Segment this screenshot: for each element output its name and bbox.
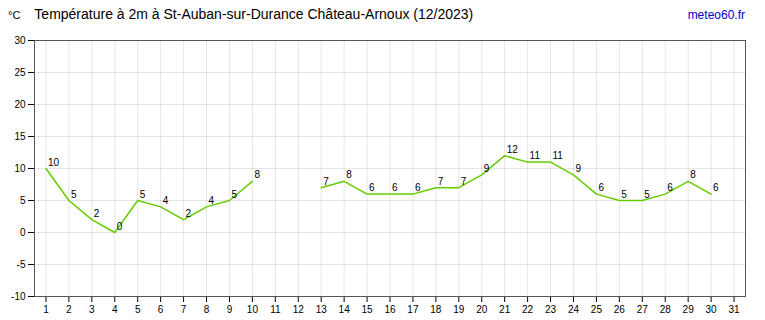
svg-text:6: 6 bbox=[415, 182, 421, 193]
svg-text:20: 20 bbox=[14, 99, 26, 110]
svg-text:30: 30 bbox=[706, 304, 718, 315]
svg-text:-10: -10 bbox=[11, 291, 26, 302]
svg-text:14: 14 bbox=[339, 304, 351, 315]
svg-text:2: 2 bbox=[94, 208, 100, 219]
svg-text:25: 25 bbox=[14, 67, 26, 78]
svg-text:21: 21 bbox=[499, 304, 511, 315]
svg-text:10: 10 bbox=[247, 304, 259, 315]
html-text:°C: °C bbox=[8, 9, 21, 21]
svg-text:10: 10 bbox=[14, 163, 26, 174]
svg-text:18: 18 bbox=[430, 304, 442, 315]
svg-text:4: 4 bbox=[163, 195, 169, 206]
svg-text:28: 28 bbox=[660, 304, 672, 315]
svg-text:12: 12 bbox=[507, 144, 519, 155]
svg-text:5: 5 bbox=[621, 189, 627, 200]
svg-text:29: 29 bbox=[683, 304, 695, 315]
svg-text:0: 0 bbox=[20, 227, 26, 238]
svg-text:27: 27 bbox=[637, 304, 649, 315]
svg-text:6: 6 bbox=[158, 304, 164, 315]
svg-text:7: 7 bbox=[461, 176, 467, 187]
svg-text:4: 4 bbox=[209, 195, 215, 206]
svg-text:4: 4 bbox=[112, 304, 118, 315]
svg-text:15: 15 bbox=[362, 304, 374, 315]
svg-text:1: 1 bbox=[43, 304, 49, 315]
svg-text:-5: -5 bbox=[17, 259, 26, 270]
svg-text:5: 5 bbox=[135, 304, 141, 315]
svg-text:2: 2 bbox=[186, 208, 192, 219]
svg-text:7: 7 bbox=[323, 176, 329, 187]
svg-text:13: 13 bbox=[316, 304, 328, 315]
svg-text:11: 11 bbox=[553, 150, 564, 161]
svg-text:6: 6 bbox=[392, 182, 398, 193]
svg-text:7: 7 bbox=[181, 304, 187, 315]
svg-text:17: 17 bbox=[407, 304, 419, 315]
svg-text:22: 22 bbox=[522, 304, 534, 315]
svg-text:16: 16 bbox=[384, 304, 396, 315]
svg-text:5: 5 bbox=[140, 189, 146, 200]
svg-text:6: 6 bbox=[713, 182, 719, 193]
svg-text:0: 0 bbox=[117, 221, 123, 232]
svg-text:9: 9 bbox=[484, 163, 490, 174]
svg-text:11: 11 bbox=[530, 150, 541, 161]
svg-text:23: 23 bbox=[545, 304, 557, 315]
svg-text:24: 24 bbox=[568, 304, 580, 315]
svg-text:8: 8 bbox=[346, 169, 352, 180]
html-text:Température à 2m à St-Auban-su: Température à 2m à St-Auban-sur-Durance … bbox=[34, 6, 474, 22]
svg-text:19: 19 bbox=[453, 304, 465, 315]
svg-text:11: 11 bbox=[270, 304, 281, 315]
svg-text:7: 7 bbox=[438, 176, 444, 187]
svg-text:20: 20 bbox=[476, 304, 488, 315]
svg-text:15: 15 bbox=[14, 131, 26, 142]
svg-text:9: 9 bbox=[227, 304, 233, 315]
svg-text:5: 5 bbox=[20, 195, 26, 206]
svg-text:3: 3 bbox=[89, 304, 95, 315]
svg-text:25: 25 bbox=[591, 304, 603, 315]
svg-text:9: 9 bbox=[575, 163, 581, 174]
svg-text:6: 6 bbox=[369, 182, 375, 193]
svg-text:31: 31 bbox=[728, 304, 740, 315]
svg-text:5: 5 bbox=[231, 189, 237, 200]
svg-text:8: 8 bbox=[254, 169, 260, 180]
svg-text:12: 12 bbox=[293, 304, 305, 315]
svg-text:5: 5 bbox=[71, 189, 77, 200]
svg-text:2: 2 bbox=[66, 304, 72, 315]
svg-text:6: 6 bbox=[598, 182, 604, 193]
html-text:meteo60.fr: meteo60.fr bbox=[687, 8, 745, 22]
svg-text:8: 8 bbox=[204, 304, 210, 315]
svg-text:8: 8 bbox=[690, 169, 696, 180]
svg-text:6: 6 bbox=[667, 182, 673, 193]
svg-text:26: 26 bbox=[614, 304, 626, 315]
svg-text:10: 10 bbox=[48, 157, 60, 168]
svg-text:5: 5 bbox=[644, 189, 650, 200]
svg-text:30: 30 bbox=[14, 35, 26, 46]
